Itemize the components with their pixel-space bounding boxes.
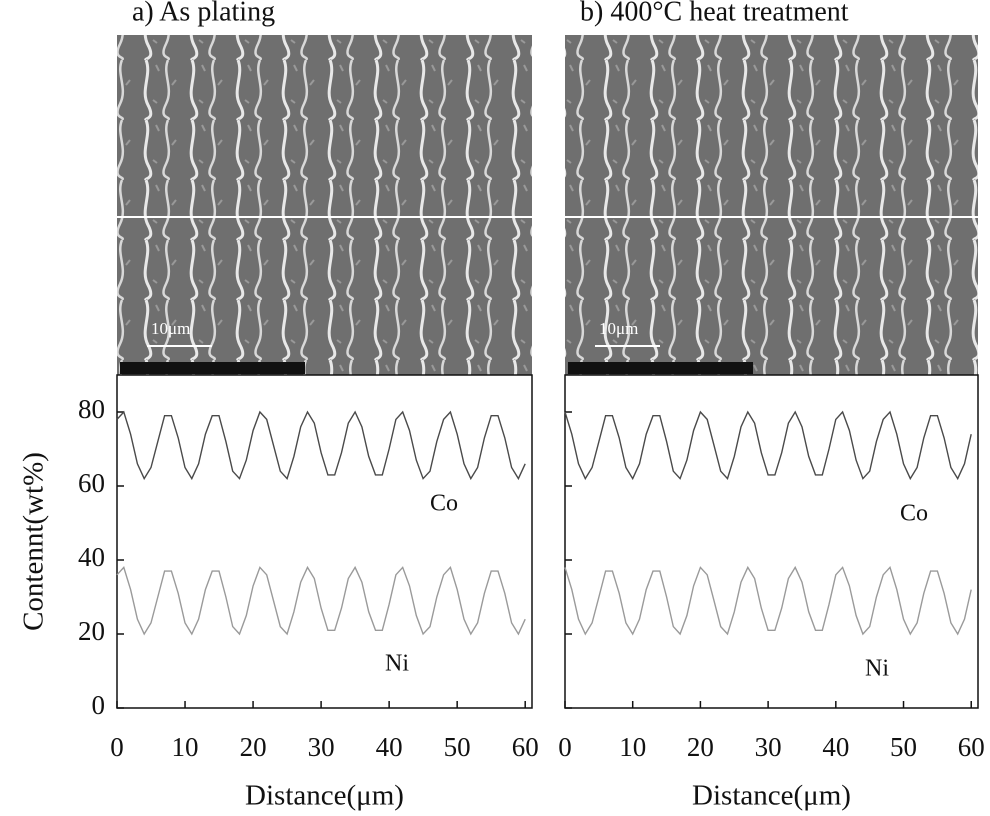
x-axis-label: Distance(μm)	[245, 780, 404, 812]
y-tick-label: 20	[78, 616, 105, 646]
x-tick-label: 30	[755, 732, 782, 762]
y-tick-label: 40	[78, 542, 105, 572]
x-tick-label: 20	[240, 732, 267, 762]
scale-bar-label: 10μm	[151, 319, 190, 338]
x-axis-label: Distance(μm)	[692, 780, 851, 812]
plot-frame	[564, 374, 979, 709]
data-line	[564, 410, 972, 481]
series-label: Co	[430, 491, 458, 517]
panel-title: a) As plating	[132, 0, 275, 27]
series-label: Co	[900, 501, 928, 527]
sem-image	[117, 35, 532, 375]
series-label: Ni	[865, 656, 889, 682]
x-tick-label: 0	[558, 732, 572, 762]
y-tick-label: 0	[92, 690, 106, 720]
data-line	[116, 410, 526, 481]
x-tick-label: 50	[444, 732, 471, 762]
x-tick-label: 20	[687, 732, 714, 762]
x-tick-label: 60	[958, 732, 985, 762]
y-tick-label: 80	[78, 394, 105, 424]
x-tick-label: 0	[110, 732, 124, 762]
y-tick-label: 60	[78, 468, 105, 498]
y-axis-label: Contennt(wt%)	[18, 452, 50, 631]
x-tick-label: 60	[512, 732, 539, 762]
data-line	[564, 565, 972, 636]
x-tick-label: 40	[376, 732, 403, 762]
x-tick-label: 50	[890, 732, 917, 762]
x-tick-label: 10	[172, 732, 199, 762]
plot-frame	[116, 374, 533, 709]
x-tick-label: 10	[619, 732, 646, 762]
scale-bar-label: 10μm	[599, 319, 638, 338]
x-tick-label: 30	[308, 732, 335, 762]
series-label: Ni	[385, 651, 409, 677]
sem-image	[565, 35, 978, 375]
data-line	[116, 565, 526, 636]
info-bar	[568, 362, 753, 374]
panel-title: b) 400°C heat treatment	[580, 0, 849, 27]
x-tick-label: 40	[822, 732, 849, 762]
info-bar	[120, 362, 305, 374]
